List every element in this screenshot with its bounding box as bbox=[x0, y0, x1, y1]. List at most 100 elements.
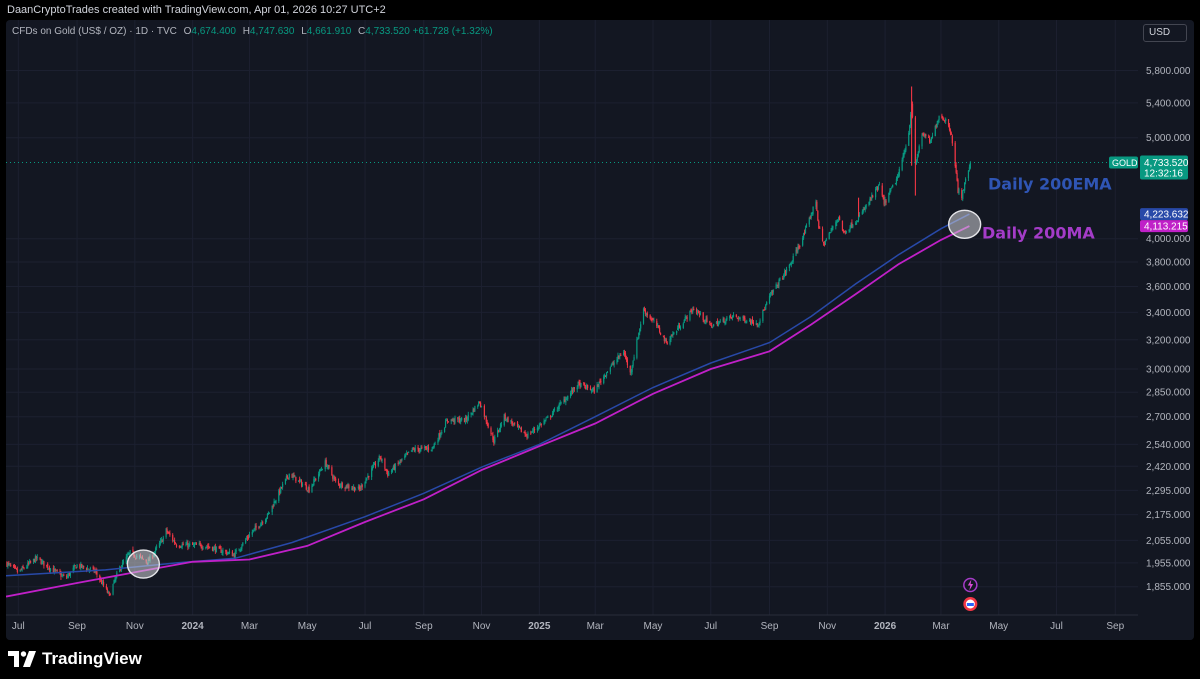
candle-body bbox=[751, 318, 754, 323]
candle-body bbox=[247, 537, 250, 538]
candle-body bbox=[539, 424, 541, 426]
candle-body bbox=[545, 418, 547, 420]
candle-body bbox=[365, 479, 367, 484]
candle-body bbox=[319, 470, 322, 472]
time-tick-label: Mar bbox=[587, 621, 605, 632]
candle-body bbox=[904, 150, 906, 154]
candle-body bbox=[174, 543, 177, 545]
candle-body bbox=[114, 579, 116, 582]
candle-body bbox=[155, 547, 157, 552]
candle-body bbox=[459, 418, 461, 423]
candle-body bbox=[718, 321, 720, 323]
time-tick-label: Jul bbox=[12, 621, 25, 632]
candle-body bbox=[512, 422, 514, 425]
candle-body bbox=[107, 591, 109, 593]
candle-body bbox=[238, 549, 240, 551]
candle-body bbox=[571, 389, 574, 393]
candle-body bbox=[695, 309, 698, 312]
candle-body bbox=[167, 532, 169, 534]
candle-body bbox=[497, 430, 500, 432]
candle-body bbox=[524, 432, 526, 435]
candle-body bbox=[536, 427, 539, 431]
candle-body bbox=[220, 548, 222, 553]
candle-body bbox=[573, 387, 575, 390]
candle-body bbox=[777, 285, 779, 287]
candle-body bbox=[646, 313, 648, 316]
candle-body bbox=[898, 169, 900, 176]
candle-body bbox=[89, 568, 91, 570]
candle-body bbox=[485, 416, 487, 422]
time-tick-label: 2025 bbox=[528, 621, 551, 632]
candle-body bbox=[126, 555, 128, 557]
candle-body bbox=[450, 419, 452, 422]
candle-body bbox=[102, 581, 105, 586]
candle-body bbox=[823, 243, 826, 245]
candle-body bbox=[706, 317, 708, 323]
candle-body bbox=[609, 367, 611, 372]
candle-body bbox=[903, 152, 905, 157]
time-tick-label: Sep bbox=[1106, 621, 1124, 632]
candle-body bbox=[286, 475, 288, 478]
currency-button[interactable]: USD bbox=[1143, 24, 1187, 42]
candle-body bbox=[616, 359, 618, 363]
candle-body bbox=[299, 479, 301, 481]
candle-body bbox=[491, 433, 493, 435]
candle-body bbox=[401, 459, 403, 461]
candle-body bbox=[638, 332, 640, 339]
candle-body bbox=[850, 223, 852, 228]
candle-body bbox=[513, 423, 515, 425]
price-tick-label: 2,295.000 bbox=[1146, 486, 1191, 497]
candle-body bbox=[722, 318, 724, 322]
candle-body bbox=[749, 320, 752, 324]
candle-body bbox=[225, 550, 227, 552]
candle-body bbox=[797, 246, 799, 252]
candle-body bbox=[732, 315, 735, 317]
time-tick-label: May bbox=[989, 621, 1008, 632]
candle-body bbox=[553, 409, 556, 410]
candle-body bbox=[312, 484, 314, 486]
candle-body bbox=[685, 316, 687, 318]
candle-body bbox=[358, 486, 360, 489]
time-tick-label: 2024 bbox=[181, 621, 204, 632]
candle-body bbox=[372, 464, 375, 468]
candle-body bbox=[519, 427, 521, 429]
candle-body bbox=[211, 546, 214, 551]
candle-body bbox=[128, 552, 130, 555]
candle-body bbox=[673, 332, 675, 335]
candle-body bbox=[746, 321, 748, 323]
candle-body bbox=[378, 455, 380, 461]
candle-body bbox=[551, 413, 554, 416]
candle-body bbox=[62, 575, 64, 577]
candle-body bbox=[530, 432, 532, 434]
price-chart[interactable]: Daily 200EMA Daily 200MA 5,800.000 5,400.0… bbox=[6, 20, 1194, 640]
candle-body bbox=[241, 546, 243, 549]
candle-body bbox=[321, 469, 323, 471]
candle-body bbox=[811, 212, 813, 215]
candle-body bbox=[418, 448, 420, 452]
candle-body bbox=[187, 543, 189, 548]
candle-body bbox=[520, 427, 522, 433]
candle-body bbox=[715, 321, 718, 324]
candle-body bbox=[246, 538, 248, 540]
candle-body bbox=[584, 384, 586, 387]
low-value: 4,661.910 bbox=[306, 26, 352, 37]
candle-body bbox=[633, 357, 635, 361]
candle-body bbox=[486, 421, 488, 425]
chart-pane[interactable]: Daily 200EMA Daily 200MA 5,800.000 5,400.0… bbox=[6, 20, 1194, 640]
candle-body bbox=[235, 550, 237, 552]
tradingview-logo[interactable]: TradingView bbox=[8, 648, 142, 670]
candle-body bbox=[405, 454, 407, 457]
candle-body bbox=[371, 466, 374, 470]
candle-body bbox=[96, 571, 98, 575]
candle-body bbox=[790, 262, 792, 266]
candle-body bbox=[684, 317, 686, 321]
candle-body bbox=[729, 315, 731, 319]
ma-value-badge-text: 4,113.215 bbox=[1144, 222, 1188, 233]
price-tick-label: 5,400.000 bbox=[1146, 98, 1191, 109]
candle-body bbox=[154, 551, 156, 555]
candle-body bbox=[22, 566, 24, 568]
candle-body bbox=[591, 388, 593, 390]
candle-body bbox=[917, 152, 919, 157]
candle-body bbox=[311, 485, 313, 493]
candle-body bbox=[768, 295, 771, 303]
